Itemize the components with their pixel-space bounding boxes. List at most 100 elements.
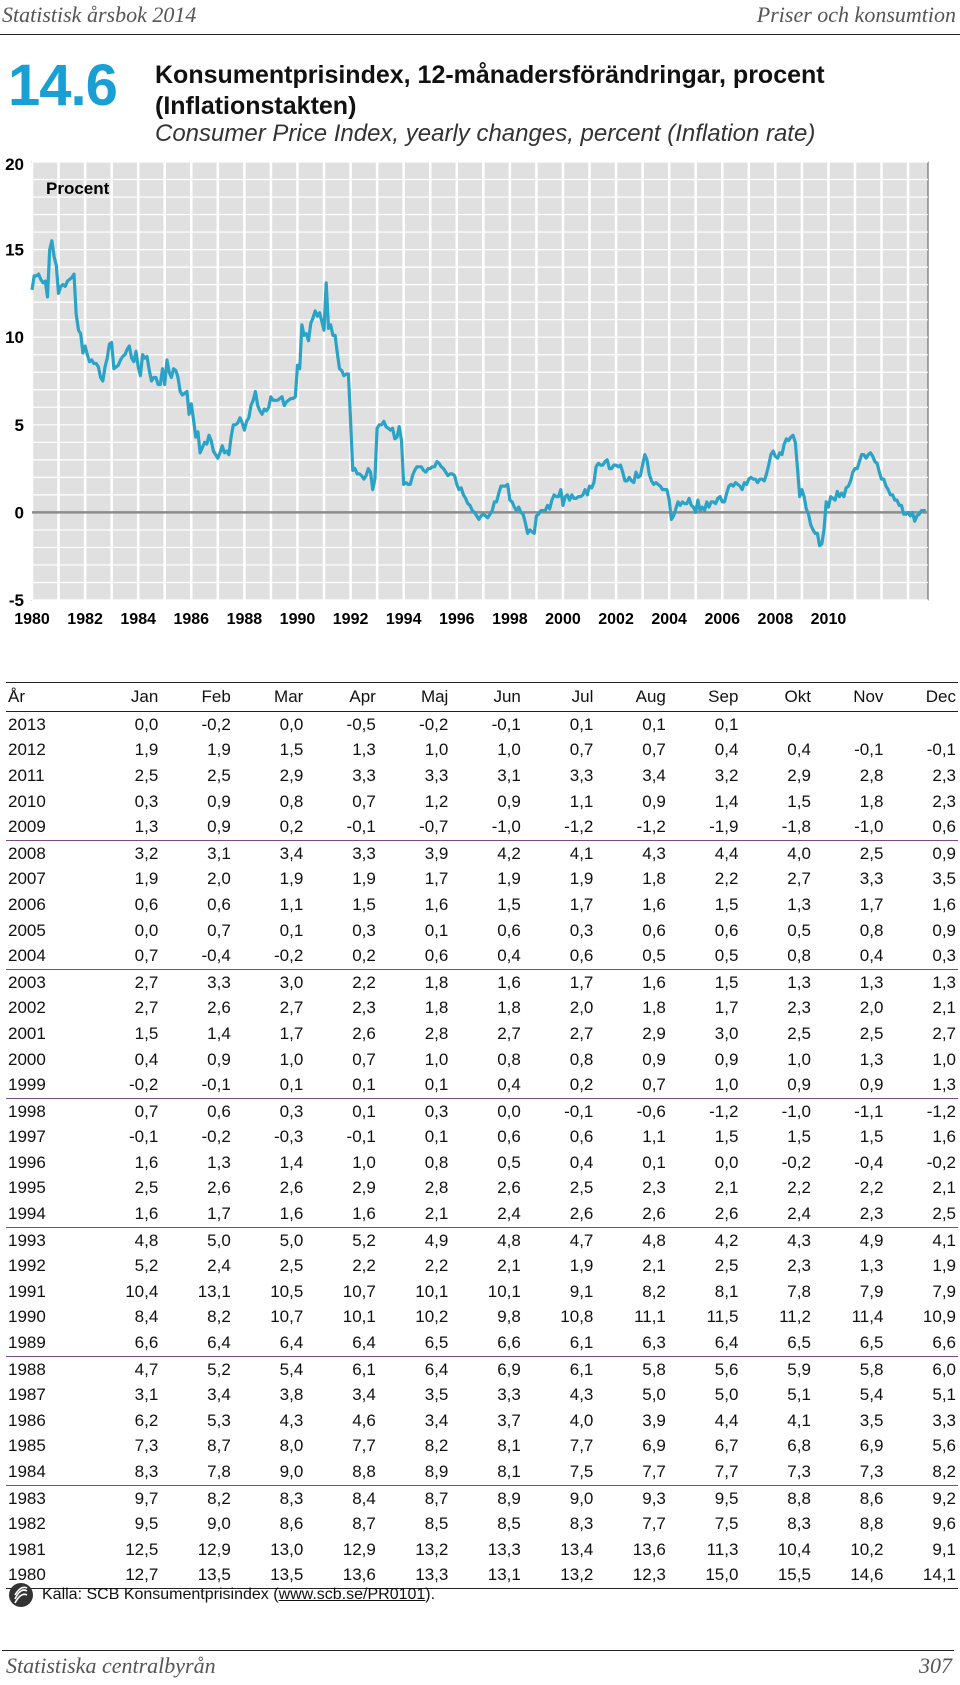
value-cell: 0,9	[642, 791, 666, 811]
y-tick-label: 5	[15, 416, 24, 435]
table-row: 1999 -0,2 -0,1 0,1 0,1 0,1 0,4 0,2 0,7 1,0 0,9 0,9 1…	[6, 1072, 958, 1098]
column-header: Jun	[493, 687, 521, 706]
table-row: 2013 0,0 -0,2 0,0 -0,5 -0,2 -0,1 0,1 0,1 0,1	[6, 712, 958, 738]
value-cell: 6,9	[450, 1355, 523, 1383]
value-cell: 1,8	[642, 869, 666, 889]
value-cell: 0,9	[207, 791, 231, 811]
value-cell: 6,4	[279, 1333, 304, 1353]
value-cell: 5,6	[667, 1355, 741, 1383]
table-row: 2008 3,2 3,1 3,4 3,3 3,9 4,2 4,1 4,3 4,4 4,0 2,5 0,9	[6, 839, 958, 867]
value-cell: 3,4	[352, 1385, 376, 1405]
year-cell: 1991	[8, 1281, 46, 1301]
value-cell: 0,3	[232, 1097, 306, 1125]
value-cell: -1,0	[491, 817, 521, 837]
value-cell: 0,0	[714, 1152, 739, 1172]
value-cell: 2,7	[569, 1023, 594, 1043]
value-cell: 0,7	[642, 740, 666, 760]
table-row: 2007 1,9 2,0 1,9 1,9 1,7 1,9 1,9 1,8 2,2 2,7 3,3 3,5	[6, 867, 958, 893]
value-cell: 8,1	[714, 1281, 739, 1301]
table-row: 1996 1,6 1,3 1,4 1,0 0,8 0,5 0,4 0,1 0,0 -0,2 -0,4 -…	[6, 1150, 958, 1176]
value-cell: 3,3	[569, 765, 594, 785]
value-cell: 3,5	[859, 1410, 884, 1430]
year-cell: 2004	[8, 946, 46, 966]
value-cell: 2,6	[497, 1178, 521, 1198]
value-cell: 2,3	[642, 1178, 666, 1198]
value-cell: 1,0	[497, 740, 521, 760]
value-cell: 7,3	[859, 1462, 884, 1482]
value-cell: 5,8	[595, 1355, 668, 1383]
value-cell: 1,9	[932, 1256, 956, 1276]
value-cell: -0,3	[274, 1127, 304, 1147]
value-cell: 0,2	[279, 817, 304, 837]
value-cell: 2,5	[812, 839, 886, 867]
value-cell: 1,5	[787, 791, 811, 811]
value-cell: 1,9	[352, 869, 376, 889]
value-cell: 1,9	[497, 869, 521, 889]
inflation-line-chart: -5 0 5 10 15 20 1980 1982 1984 1986 1988 1990 1992 19…	[5, 155, 929, 628]
column-header: Apr	[349, 687, 376, 706]
value-cell: 8,2	[932, 1462, 956, 1482]
column-header: Mar	[274, 687, 304, 706]
value-cell: 13,4	[560, 1539, 594, 1559]
y-tick-label: 10	[5, 328, 24, 347]
value-cell: 3,3	[305, 839, 378, 867]
value-cell: 2,6	[569, 1204, 594, 1224]
value-cell: 0,9	[207, 1049, 231, 1069]
value-cell: -1,0	[854, 817, 884, 837]
table-row: 1989 6,6 6,4 6,4 6,4 6,5 6,6 6,1 6,3 6,4 6,5 6,5 6,6	[6, 1330, 958, 1356]
table-row: 1994 1,6 1,7 1,6 1,6 2,1 2,4 2,6 2,6 2,6 2,4 2,3 2,5	[6, 1201, 958, 1227]
value-cell: 6,2	[134, 1410, 159, 1430]
x-tick-label: 1986	[173, 611, 209, 628]
value-cell: 1,6	[932, 1127, 956, 1147]
value-cell: 1,8	[497, 998, 521, 1018]
table-row: 1983 9,7 8,2 8,3 8,4 8,7 8,9 9,0 9,3 9,5 8,8 8,6 9,2	[6, 1484, 958, 1512]
value-cell: 1,3	[859, 1049, 884, 1069]
value-cell: 3,1	[497, 765, 521, 785]
year-cell: 1982	[8, 1514, 46, 1534]
value-cell: 3,1	[134, 1385, 159, 1405]
value-cell: 4,4	[714, 1410, 739, 1430]
source-link[interactable]: www.scb.se/PR0101	[278, 1586, 426, 1603]
value-cell: 6,1	[522, 1355, 596, 1383]
value-cell: 0,9	[207, 817, 231, 837]
value-cell: 1,6	[134, 1152, 159, 1172]
value-cell: 2,6	[207, 1178, 231, 1198]
value-cell: 7,8	[207, 1462, 231, 1482]
value-cell: 2,0	[207, 869, 231, 889]
year-cell: 1984	[8, 1462, 46, 1482]
value-cell: 8,3	[787, 1514, 811, 1534]
value-cell: 2,1	[642, 1256, 666, 1276]
value-cell: 8,8	[352, 1462, 376, 1482]
year-cell: 1983	[6, 1484, 88, 1512]
value-cell: 0,4	[859, 946, 884, 966]
page-footer: Statistiska centralbyrån 307	[2, 1650, 954, 1683]
table-row: 2005 0,0 0,7 0,1 0,3 0,1 0,6 0,3 0,6 0,6 0,5 0,8 0,9	[6, 918, 958, 944]
x-tick-label: 1990	[280, 611, 316, 628]
value-cell: 6,4	[377, 1355, 451, 1383]
value-cell: 3,3	[424, 765, 449, 785]
value-cell: 0,4	[569, 1152, 594, 1172]
value-cell: -1,2	[636, 817, 666, 837]
value-cell: 2,1	[932, 998, 956, 1018]
value-cell: 2,2	[352, 1256, 376, 1276]
x-tick-label: 1982	[67, 611, 103, 628]
value-cell: 12,9	[197, 1539, 231, 1559]
value-cell: 8,2	[160, 1484, 233, 1512]
value-cell: 2,4	[787, 1204, 811, 1224]
value-cell: 1,7	[424, 869, 449, 889]
value-cell: 7,5	[714, 1514, 739, 1534]
year-cell: 2009	[8, 817, 46, 837]
value-cell: 0,8	[497, 1049, 521, 1069]
value-cell: 6,6	[134, 1333, 159, 1353]
column-header: Jul	[571, 687, 594, 706]
table-row: 2000 0,4 0,9 1,0 0,7 1,0 0,8 0,8 0,9 0,9 1,0 1,3 1,0	[6, 1047, 958, 1073]
value-cell: -1,2	[885, 1097, 958, 1125]
value-cell: 0,8	[424, 1152, 449, 1172]
year-cell: 2005	[8, 920, 46, 940]
value-cell: 2,2	[787, 1178, 811, 1198]
value-cell: 6,7	[714, 1436, 739, 1456]
value-cell: 0,8	[569, 1049, 594, 1069]
value-cell: 8,7	[207, 1436, 231, 1456]
value-cell: 2,5	[279, 1256, 304, 1276]
value-cell: 0,4	[134, 1049, 159, 1069]
